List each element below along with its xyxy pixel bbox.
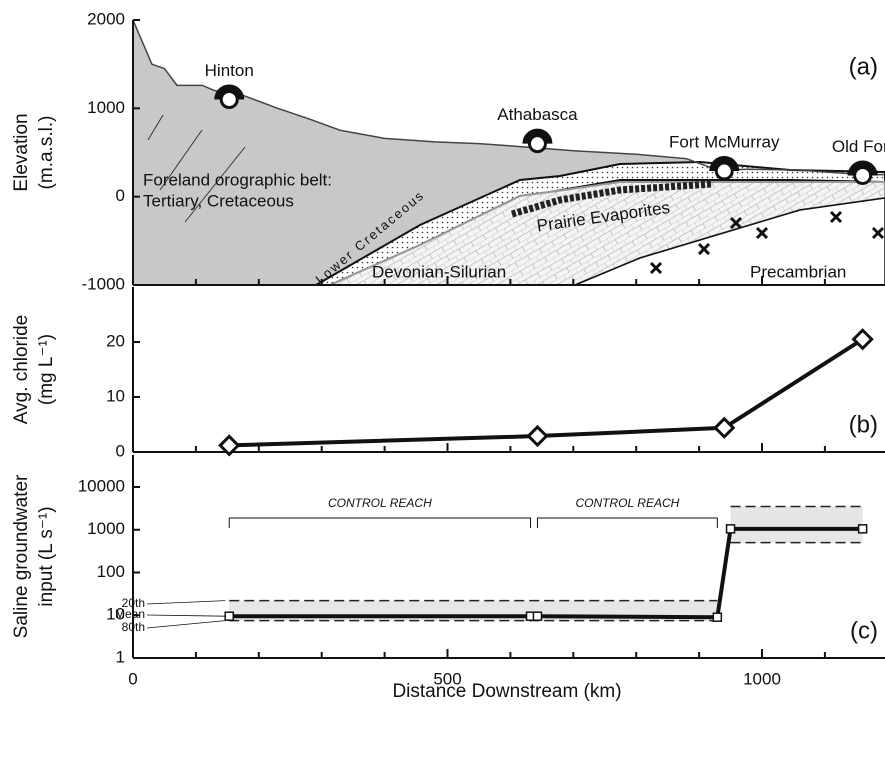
y-tick-label: 100 (97, 562, 125, 581)
x-tick-label: 500 (433, 669, 461, 688)
y-axis-label: input (L s⁻¹) (36, 506, 57, 606)
reach-label: CONTROL REACH (575, 496, 679, 510)
y-tick-label: 20 (106, 331, 125, 350)
series-label: 80th (122, 620, 145, 634)
y-tick-label: -1000 (82, 274, 125, 293)
y-tick-label: 1 (116, 647, 125, 666)
cross (649, 210, 885, 275)
y-tick-label: 2000 (87, 9, 125, 28)
town-label: Fort McMurray (669, 133, 780, 152)
town-marker (527, 134, 547, 154)
y-axis-label: Avg. chloride (11, 315, 32, 425)
marker (532, 611, 543, 621)
marker (713, 416, 736, 439)
town-marker (714, 161, 734, 181)
panel-label: (a) (849, 53, 878, 80)
y-axis-label: (mg L⁻¹) (36, 334, 57, 405)
town-arc (214, 84, 245, 100)
foreland-lines (147, 114, 246, 223)
town-marker (219, 90, 239, 109)
annotation: Precambrian (750, 262, 846, 281)
y-tick-label: 10000 (78, 476, 125, 495)
y-tick-label: 0 (116, 186, 125, 205)
y-axis-label: Saline groundwater (11, 474, 32, 638)
y-tick-label: 0 (116, 441, 125, 460)
reach-bracket (536, 517, 718, 528)
y-tick-label: 10 (106, 605, 125, 624)
y-axis-label: (m.a.s.l.) (36, 116, 57, 190)
reach-bracket (228, 517, 532, 528)
annotation: Foreland orographic belt: (143, 170, 332, 189)
series-leader (146, 614, 226, 617)
annotation: Tertiary, Cretaceous (143, 191, 294, 210)
series-leader (146, 600, 226, 605)
town-label: Hinton (205, 61, 254, 80)
x-tick-label: 1000 (743, 669, 781, 688)
geology (147, 114, 885, 286)
town-arc (709, 156, 740, 172)
panel-label: (c) (850, 617, 878, 644)
reach-label: CONTROL REACH (328, 496, 432, 510)
marker (224, 611, 234, 621)
marker (725, 524, 736, 534)
y-axis-label: Elevation (11, 113, 32, 191)
x-axis-label: Distance Downstream (km) (392, 681, 621, 702)
x-tick-label: 0 (128, 669, 137, 688)
prairie-evaporites (511, 180, 713, 218)
percentile-band (730, 506, 863, 543)
town-arc (522, 128, 553, 144)
town-arc (847, 160, 878, 176)
town-label: Old Fort (832, 137, 885, 156)
y-tick-label: 1000 (87, 98, 125, 117)
marker (218, 434, 241, 457)
annotation: Devonian-Silurian (372, 262, 506, 281)
town-marker (853, 165, 873, 185)
series-line (229, 337, 864, 448)
y-tick-label: 10 (106, 386, 125, 405)
marker (851, 328, 874, 351)
panel-label: (b) (849, 411, 878, 438)
series-label: Mean (115, 607, 145, 621)
panel-a-front: Hinton Athabasca Fort McMurray Old Fort (132, 19, 885, 185)
series-leader (146, 620, 226, 629)
town-label: Athabasca (497, 105, 578, 124)
series-line (229, 526, 863, 620)
marker (712, 612, 723, 622)
marker (857, 524, 868, 534)
marker (526, 424, 549, 448)
series-label: 20th (122, 596, 145, 610)
y-tick-label: 1000 (87, 519, 125, 538)
